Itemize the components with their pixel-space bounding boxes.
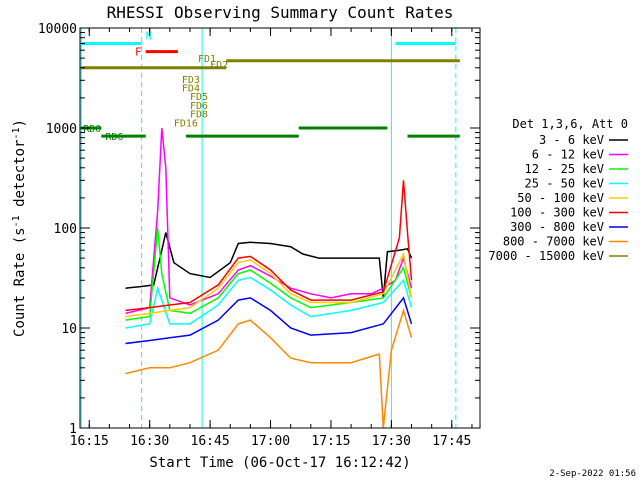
series-line: [125, 180, 413, 312]
series-line: [125, 296, 413, 345]
annotation-label: RD0: [83, 124, 101, 135]
legend-label: 300 - 800 keV: [510, 220, 604, 234]
series-lines: [125, 127, 413, 429]
series-line: [125, 232, 413, 298]
series-line: [125, 276, 413, 329]
stacked-annotation-label: FD8: [190, 109, 208, 120]
y-tick-label: 100: [54, 222, 77, 237]
legend-label: 25 - 50 keV: [525, 177, 604, 191]
series-line: [125, 307, 413, 429]
x-tick-label: 17:15: [311, 434, 350, 449]
legend-label: 7000 - 15000 keV: [488, 249, 604, 263]
x-axis-label: Start Time (06-Oct-17 16:12:42): [149, 455, 410, 471]
timestamp: 2-Sep-2022 01:56: [549, 469, 636, 479]
stacked-annotation-label: FD6: [190, 101, 208, 112]
x-tick-label: 16:15: [70, 434, 109, 449]
legend-title: Det 1,3,6, Att 0: [512, 117, 628, 131]
vertical-marker-lines: [80, 28, 457, 428]
y-tick-label: 1000: [46, 122, 77, 137]
y-tick-label: 1: [69, 422, 77, 437]
annotation-label: RD6: [105, 132, 123, 143]
legend-label: 12 - 25 keV: [525, 162, 604, 176]
series-line: [125, 251, 413, 318]
stacked-annotation-label: FD3: [182, 75, 200, 86]
chart-title: RHESSI Observing Summary Count Rates: [107, 3, 454, 22]
y-tick-label: 10000: [38, 22, 77, 37]
x-tick-label: 17:30: [372, 434, 411, 449]
legend-label: 800 - 7000 keV: [503, 235, 604, 249]
annotation-label: F: [135, 46, 142, 59]
x-tick-label: 16:30: [130, 434, 169, 449]
legend-label: 6 - 12 keV: [532, 148, 604, 162]
series-line: [125, 227, 413, 321]
stacked-annotation-label: FD4: [182, 83, 200, 94]
y-axis-label: Count Rate (s-1 detector-1): [11, 119, 28, 337]
stacked-annotation-label: FD16: [174, 119, 198, 130]
legend-label: 3 - 6 keV: [539, 133, 604, 147]
series-line: [125, 127, 413, 315]
legend-label: 50 - 100 keV: [517, 191, 604, 205]
axes: 16:15 16:30 16:45 17:00 17:15 17:30 17:45 1 10 10…: [38, 22, 480, 449]
annotation-label: N: [146, 29, 153, 42]
annotation-label: FD1: [198, 54, 216, 65]
y-tick-label: 10: [61, 322, 77, 337]
stacked-annotation-label: FD5: [190, 92, 208, 103]
x-tick-label: 17:45: [432, 434, 471, 449]
x-tick-label: 16:45: [191, 434, 230, 449]
x-tick-label: 17:00: [251, 434, 290, 449]
legend-label: 100 - 300 keV: [510, 206, 604, 220]
annotation-label: FD2: [210, 60, 228, 71]
